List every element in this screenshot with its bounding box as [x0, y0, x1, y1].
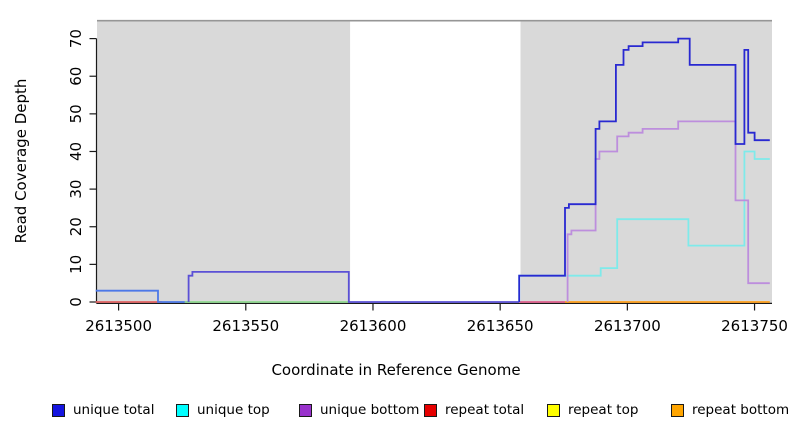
series-unique-total — [518, 37, 770, 302]
y-tick-label: 50 — [67, 104, 85, 123]
legend-swatch-unique-total-icon — [52, 403, 65, 417]
legend-swatch-unique-bottom-icon — [299, 403, 312, 417]
no-data-band — [350, 21, 521, 303]
x-tick-label: 2613600 — [340, 317, 407, 335]
series-unique-bottom — [566, 120, 770, 302]
series-lines — [95, 37, 770, 303]
legend-label: unique top — [197, 402, 270, 418]
x-axis-label: Coordinate in Reference Genome — [271, 361, 521, 379]
legend-item-repeat-top: repeat top — [547, 399, 638, 421]
coverage-plot-canvas: 2613500 2613550 2613600 2613650 2613700 26137… — [67, 19, 788, 335]
y-tick-label: 70 — [67, 29, 85, 48]
legend-item-repeat-total: repeat total — [424, 399, 524, 421]
x-tick-label: 2613550 — [212, 317, 279, 335]
legend-swatch-unique-top-icon — [176, 403, 189, 417]
legend-item-unique-total: unique total — [52, 399, 154, 421]
legend-swatch-repeat-total-icon — [424, 403, 437, 417]
x-tick-label: 2613700 — [594, 317, 661, 335]
legend-item-unique-bottom: unique bottom — [299, 399, 419, 421]
series-unique-total-bottom-overlap-mid — [187, 271, 520, 303]
y-tick-label: 0 — [67, 297, 85, 307]
series-unique-top — [518, 150, 770, 302]
y-axis-label: Read Coverage Depth — [12, 78, 30, 244]
legend-label: repeat bottom — [692, 402, 790, 418]
y-tick-label: 60 — [67, 67, 85, 86]
legend-item-repeat-bottom: repeat bottom — [671, 399, 789, 421]
legend-swatch-repeat-top-icon — [547, 403, 560, 417]
y-tick-label: 30 — [67, 180, 85, 199]
series-unique-total-left — [95, 289, 189, 303]
legend-label: repeat top — [568, 402, 639, 418]
axes: 2613500 2613550 2613600 2613650 2613700 26137… — [67, 29, 788, 335]
legend-swatch-repeat-bottom-icon — [671, 403, 684, 417]
legend-item-unique-top: unique top — [176, 399, 270, 421]
y-tick-label: 40 — [67, 142, 85, 161]
legend-label: unique total — [73, 402, 155, 418]
x-tick-label: 2613500 — [85, 317, 152, 335]
legend-label: unique bottom — [320, 402, 420, 418]
legend-label: repeat total — [445, 402, 525, 418]
x-tick-label: 2613650 — [467, 317, 534, 335]
y-tick-label: 20 — [67, 217, 85, 236]
legend: unique total unique top unique bottom re… — [0, 399, 792, 423]
y-tick-label: 10 — [67, 255, 85, 274]
x-tick-label: 2613750 — [721, 317, 788, 335]
